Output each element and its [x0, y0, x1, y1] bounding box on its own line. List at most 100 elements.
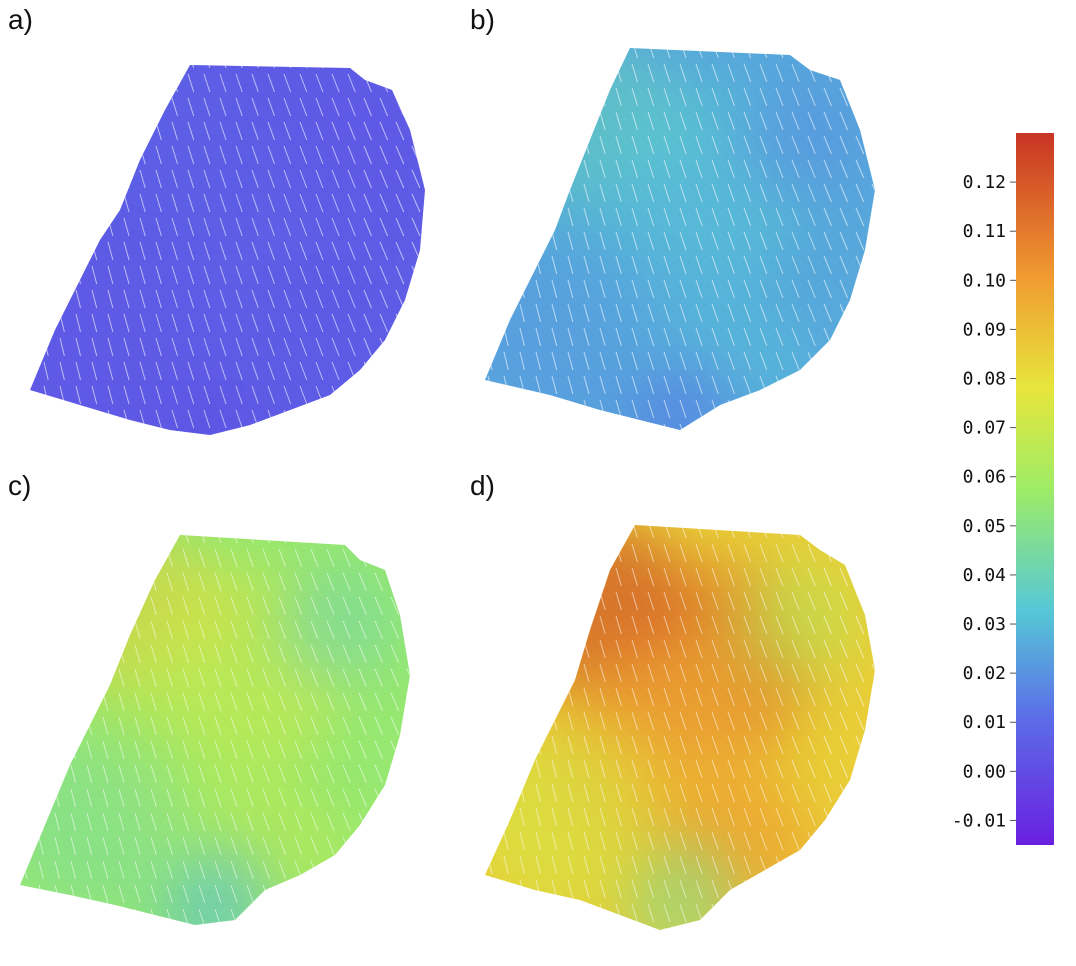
displacement-vector — [198, 548, 206, 568]
displacement-vector — [599, 183, 606, 203]
displacement-vector — [182, 692, 190, 712]
displacement-vector — [342, 620, 351, 640]
displacement-vector — [235, 313, 243, 333]
displacement-vector — [791, 63, 800, 83]
displacement-vector — [839, 711, 849, 731]
displacement-vector — [839, 591, 849, 611]
displacement-vector — [166, 572, 173, 592]
displacement-vector — [310, 812, 319, 832]
displacement-vector — [567, 807, 574, 827]
displacement-vector — [663, 855, 671, 875]
displacement-vector — [743, 303, 752, 323]
displacement-vector — [363, 313, 372, 333]
displacement-vector — [519, 351, 525, 371]
displacement-vector — [395, 433, 405, 435]
displacement-vector — [406, 535, 410, 544]
displacement-vector — [71, 933, 76, 945]
displacement-vector — [759, 87, 768, 107]
displacement-vector — [711, 855, 719, 875]
displacement-vector — [855, 687, 865, 707]
displacement-vector — [519, 831, 525, 851]
displacement-vector — [278, 836, 287, 856]
displacement-vector — [807, 87, 816, 107]
displacement-vector — [38, 716, 44, 736]
displacement-vector — [278, 668, 287, 688]
displacement-vector — [267, 97, 275, 117]
displacement-vector — [294, 884, 303, 904]
displacement-vector — [743, 183, 752, 203]
displacement-vector — [22, 535, 28, 544]
displacement-vector — [203, 145, 211, 165]
displacement-vector — [86, 836, 93, 856]
displacement-vector — [363, 361, 372, 381]
displacement-vector — [219, 145, 227, 165]
displacement-vector — [379, 385, 389, 405]
displacement-vector — [326, 596, 335, 616]
displacement-vector — [888, 616, 896, 634]
displacement-vector — [711, 423, 719, 430]
displacement-vector — [107, 337, 114, 357]
displacement-vector — [299, 385, 308, 405]
displacement-vector — [888, 928, 896, 940]
displacement-vector — [374, 908, 384, 925]
displacement-vector — [166, 860, 173, 880]
displacement-vector — [599, 159, 606, 179]
displacement-vector — [807, 327, 816, 347]
displacement-vector — [267, 65, 275, 69]
displacement-vector — [519, 327, 525, 347]
displacement-vector — [150, 548, 157, 568]
displacement-vector — [663, 111, 671, 131]
displacement-vector — [379, 265, 389, 285]
displacement-vector — [43, 313, 49, 333]
displacement-vector — [395, 217, 405, 237]
displacement-vector — [775, 399, 784, 419]
displacement-vector — [86, 908, 93, 925]
displacement-vector — [230, 668, 238, 688]
displacement-vector — [871, 111, 875, 131]
displacement-vector — [363, 121, 372, 141]
displacement-vector — [663, 327, 671, 347]
displacement-vector — [230, 535, 238, 544]
displacement-vector — [139, 169, 146, 189]
displacement-vector — [871, 543, 875, 563]
displacement-vector — [251, 97, 259, 117]
displacement-vector — [711, 663, 719, 683]
displacement-vector — [171, 289, 178, 309]
displacement-vector — [54, 596, 60, 616]
displacement-vector — [134, 620, 141, 640]
displacement-vector — [567, 231, 574, 251]
displacement-vector — [727, 423, 735, 430]
displacement-vector — [631, 399, 638, 419]
displacement-vector — [54, 716, 60, 736]
displacement-vector — [679, 663, 687, 683]
displacement-vector — [551, 87, 558, 107]
displacement-vector — [535, 783, 542, 803]
displacement-vector — [166, 764, 173, 784]
displacement-vector — [315, 97, 324, 117]
displacement-vector — [615, 879, 622, 899]
displacement-vector — [727, 687, 735, 707]
displacement-vector — [727, 327, 735, 347]
displacement-vector — [871, 351, 875, 371]
displacement-vector — [679, 207, 687, 227]
displacement-vector — [230, 644, 238, 664]
displacement-vector — [38, 535, 44, 544]
displacement-vector — [807, 687, 816, 707]
displacement-vector — [615, 183, 622, 203]
displacement-vector — [235, 217, 243, 237]
displacement-vector — [551, 63, 558, 83]
displacement-vector — [551, 207, 558, 227]
displacement-vector — [807, 615, 816, 635]
displacement-vector — [246, 812, 254, 832]
displacement-vector — [487, 663, 493, 683]
displacement-vector — [182, 668, 190, 688]
displacement-vector — [599, 807, 606, 827]
colorbar-tick-label: -0.01 — [952, 810, 1006, 831]
displacement-vector — [487, 48, 493, 59]
displacement-vector — [583, 525, 590, 539]
displacement-vector — [519, 525, 525, 539]
displacement-vector — [583, 879, 590, 899]
displacement-vector — [379, 65, 389, 69]
displacement-vector — [423, 597, 431, 615]
displacement-vector — [59, 145, 65, 165]
